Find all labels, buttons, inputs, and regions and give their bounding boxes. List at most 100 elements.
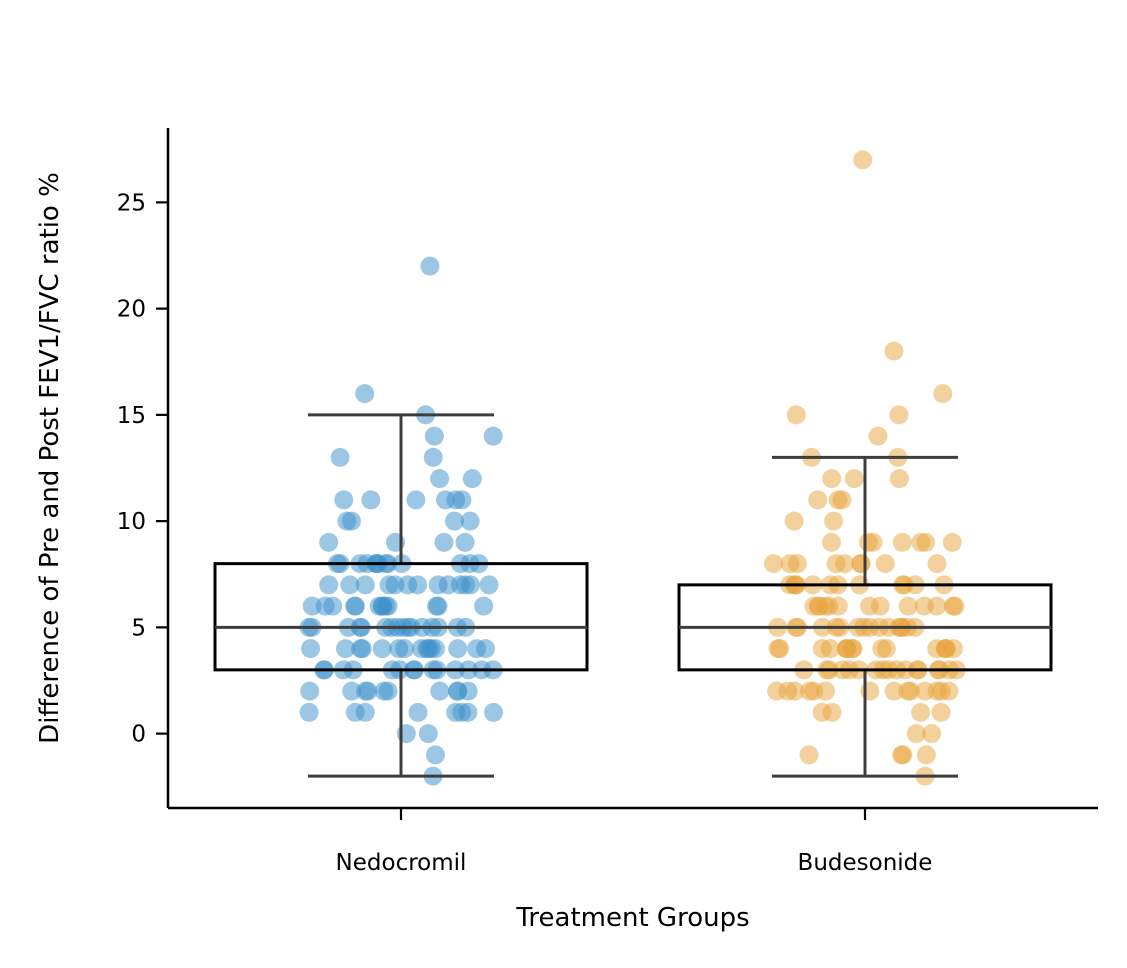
data-point <box>358 681 378 701</box>
data-point <box>448 681 468 701</box>
data-point <box>911 532 931 552</box>
data-point <box>858 532 878 552</box>
data-point <box>822 469 842 489</box>
data-point <box>944 639 963 659</box>
data-point <box>927 554 947 574</box>
box-plot <box>213 413 589 778</box>
data-point <box>933 384 953 404</box>
data-point <box>446 490 466 510</box>
data-point <box>345 702 365 722</box>
y-tick-label: 25 <box>117 190 146 216</box>
data-point <box>860 596 879 616</box>
data-point <box>448 639 468 659</box>
data-point <box>456 575 475 595</box>
data-point <box>361 490 381 510</box>
data-point <box>835 554 855 574</box>
data-point <box>323 596 343 616</box>
data-point <box>355 384 375 404</box>
data-point <box>892 532 912 552</box>
data-point <box>860 681 880 701</box>
x-axis-title: Treatment Groups <box>515 903 749 933</box>
y-tick-label: 15 <box>117 403 146 429</box>
data-point <box>334 490 354 510</box>
data-point <box>458 702 478 722</box>
data-point <box>911 702 931 722</box>
data-point <box>424 426 444 446</box>
data-point <box>418 724 438 744</box>
box-plots <box>213 413 1053 778</box>
data-point <box>785 681 805 701</box>
x-tick-label: Nedocromil <box>336 850 467 876</box>
data-point <box>420 256 440 276</box>
data-point <box>302 596 322 616</box>
data-point <box>319 575 339 595</box>
data-point <box>876 639 896 659</box>
ticks: 0 5 10 15 20 25 Nedocromil Budesonide <box>117 190 933 876</box>
x-tick-label: Budesonide <box>798 850 933 876</box>
data-point <box>379 575 399 595</box>
data-point <box>474 596 494 616</box>
data-point <box>299 702 319 722</box>
data-point <box>378 681 398 701</box>
data-point <box>426 639 445 659</box>
data-point <box>483 426 503 446</box>
data-point <box>319 532 339 552</box>
data-point <box>898 596 918 616</box>
data-point <box>889 469 909 489</box>
data-point <box>460 511 480 531</box>
data-point <box>931 702 951 722</box>
data-point <box>301 639 321 659</box>
data-point <box>884 341 904 361</box>
data-point <box>430 469 450 489</box>
data-point <box>853 150 873 170</box>
data-point <box>336 639 355 659</box>
data-point <box>406 490 426 510</box>
data-point <box>768 639 788 659</box>
data-point <box>767 681 787 701</box>
data-point <box>786 405 806 425</box>
data-point <box>922 724 942 744</box>
data-point <box>824 511 844 531</box>
y-tick-label: 0 <box>131 722 146 748</box>
data-point <box>889 405 909 425</box>
axes <box>166 128 1098 810</box>
data-point <box>906 724 926 744</box>
data-point <box>408 702 428 722</box>
data-point <box>467 639 487 659</box>
data-point <box>784 511 804 531</box>
data-point <box>884 681 904 701</box>
data-point <box>898 681 918 701</box>
data-point <box>927 681 947 701</box>
box-plot <box>677 455 1053 778</box>
data-point <box>832 490 852 510</box>
data-point <box>812 639 832 659</box>
data-point <box>445 511 464 531</box>
y-tick-label: 20 <box>117 297 146 323</box>
data-point <box>916 745 936 765</box>
data-point <box>395 639 415 659</box>
data-point <box>875 554 895 574</box>
data-point <box>844 469 864 489</box>
data-point <box>914 596 934 616</box>
data-point <box>804 681 824 701</box>
data-point <box>351 639 371 659</box>
data-point <box>764 554 783 574</box>
data-point <box>943 596 963 616</box>
data-point <box>300 681 320 701</box>
data-point <box>426 745 445 765</box>
data-point <box>455 532 475 552</box>
data-point <box>330 447 350 467</box>
box-iqr <box>213 562 589 672</box>
data-point <box>345 596 365 616</box>
data-point <box>799 745 819 765</box>
data-point <box>822 532 841 552</box>
data-point <box>942 532 962 552</box>
data-point <box>479 575 499 595</box>
data-point <box>337 511 357 531</box>
data-point <box>428 575 448 595</box>
data-point <box>434 532 454 552</box>
data-point <box>355 575 375 595</box>
y-tick-label: 5 <box>131 615 146 641</box>
data-point <box>822 702 842 722</box>
